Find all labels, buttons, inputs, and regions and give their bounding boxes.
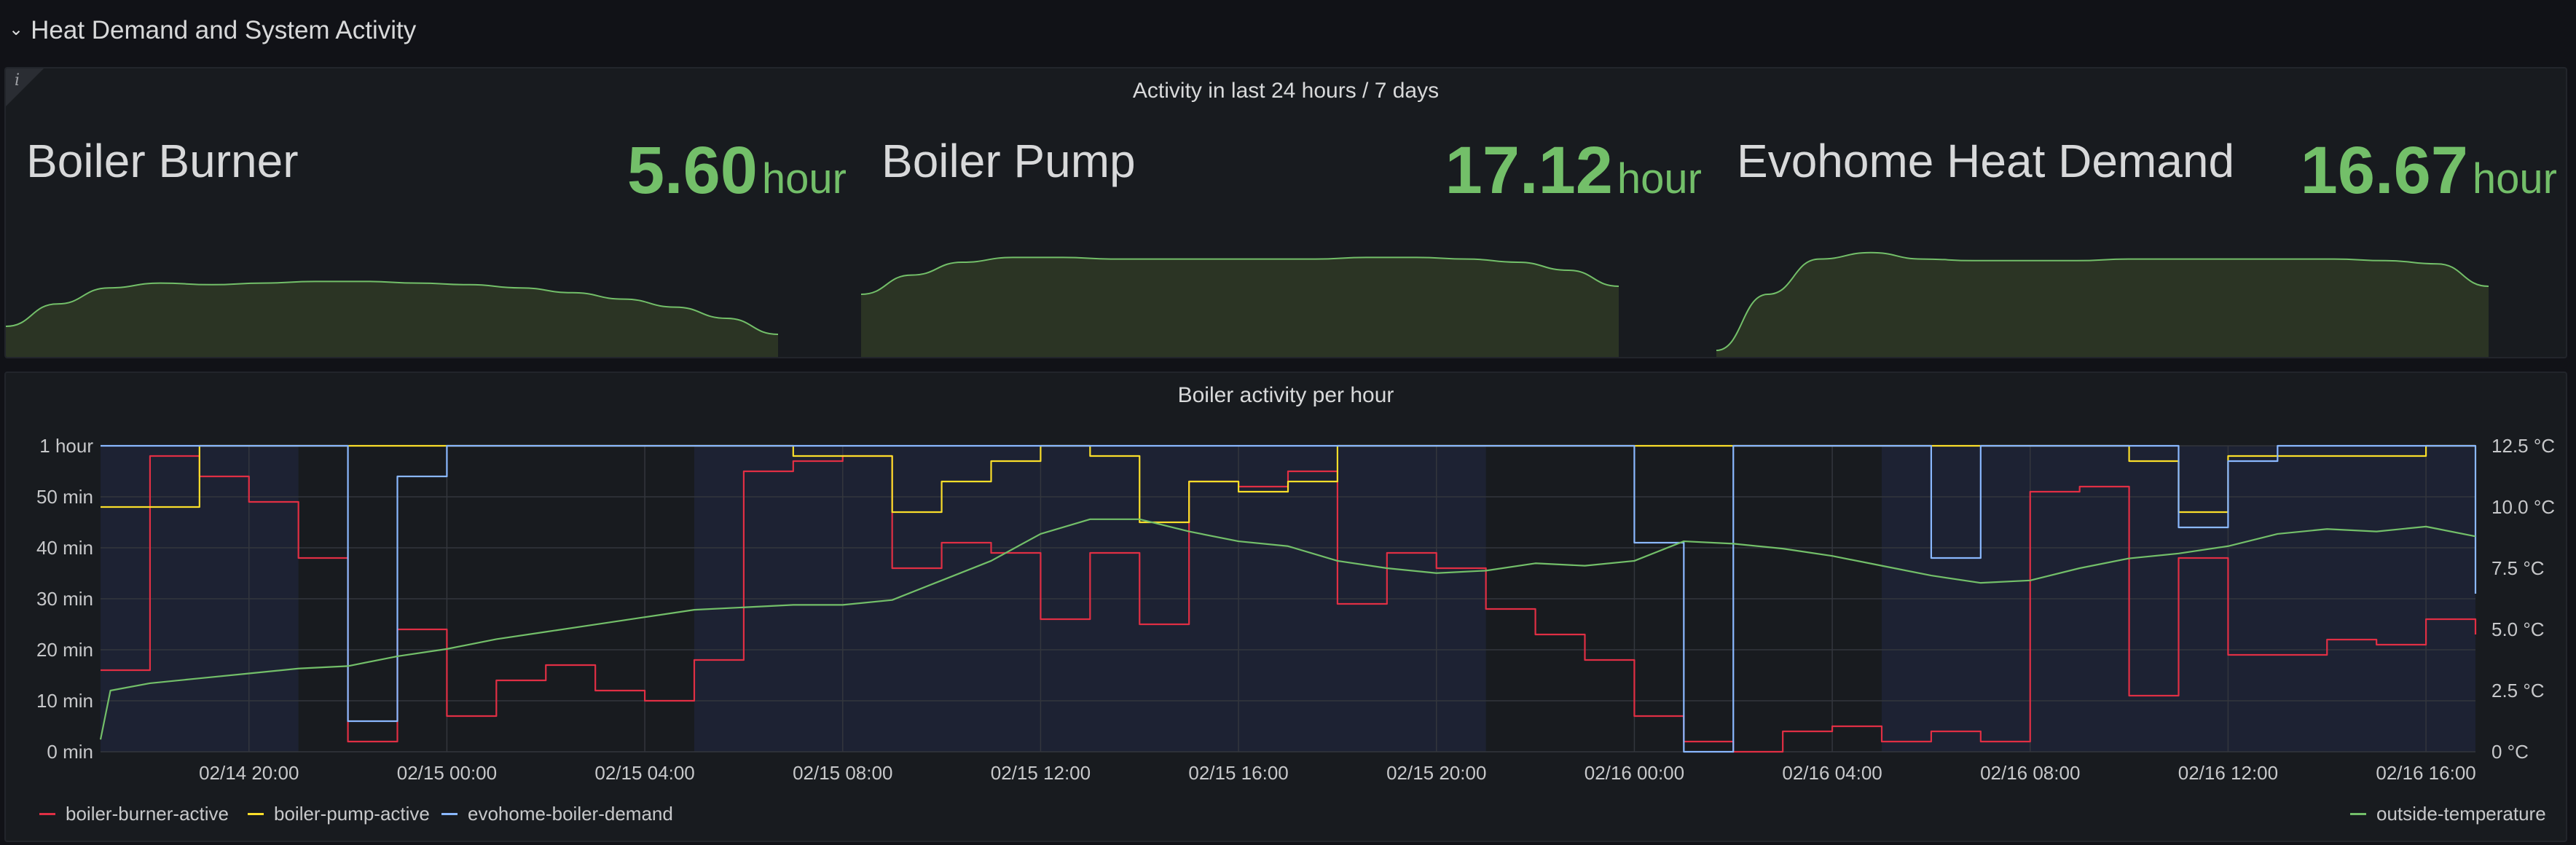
stat-value-box: 16.67 hour: [2301, 133, 2557, 209]
x-tick-label: 02/16 16:00: [2376, 762, 2475, 784]
legend-swatch: [248, 813, 264, 815]
legend-label: evohome-boiler-demand: [468, 803, 673, 825]
y-left-tick-label: 30 min: [36, 588, 93, 610]
sparkline: [6, 280, 778, 357]
stat-unit: hour: [2472, 155, 2557, 203]
stat-boiler-burner: Boiler Burner 5.60 hour: [6, 119, 851, 357]
x-tick-label: 02/15 12:00: [991, 762, 1091, 784]
legend-item-pump[interactable]: boiler-pump-active: [248, 803, 430, 825]
legend-label: outside-temperature: [2376, 803, 2546, 825]
sparkline-area: [1716, 252, 2489, 357]
legend-label: boiler-burner-active: [66, 803, 229, 825]
y-right-tick-label: 12.5 °C: [2491, 435, 2555, 457]
legend-item-outside-temp[interactable]: outside-temperature: [2350, 803, 2546, 825]
y-right-tick-label: 2.5 °C: [2491, 680, 2545, 701]
y-left-tick-label: 1 hour: [39, 435, 93, 457]
sparkline-line: [6, 280, 778, 335]
x-tick-label: 02/15 16:00: [1188, 762, 1288, 784]
stat-evohome-heat-demand: Evohome Heat Demand 16.67 hour: [1716, 119, 2561, 357]
panel-title: Activity in last 24 hours / 7 days: [1132, 79, 1440, 103]
stat-value-box: 5.60 hour: [627, 133, 847, 209]
y-right-tick-label: 10.0 °C: [2491, 496, 2555, 518]
stat-value-box: 17.12 hour: [1445, 133, 1702, 209]
stat-name: Boiler Burner: [26, 135, 299, 187]
x-tick-label: 02/15 04:00: [594, 762, 694, 784]
stat-unit: hour: [1617, 155, 1702, 203]
y-left-tick-label: 10 min: [36, 690, 93, 712]
y-left-tick-label: 40 min: [36, 537, 93, 559]
sparkline-area: [861, 257, 1619, 357]
x-tick-label: 02/16 08:00: [1980, 762, 2080, 784]
legend-swatch: [39, 813, 55, 815]
chart-panel: Boiler activity per hour 0 min 10 min 20 m…: [4, 372, 2567, 842]
y-right-tick-label: 0 °C: [2491, 741, 2529, 763]
sparkline: [1716, 251, 2489, 357]
y-right-tick-label: 5.0 °C: [2491, 618, 2545, 640]
legend-label: boiler-pump-active: [274, 803, 430, 825]
legend-item-evohome[interactable]: evohome-boiler-demand: [441, 803, 673, 825]
stat-unit: hour: [761, 155, 847, 203]
info-corner[interactable]: [6, 68, 44, 106]
x-tick-label: 02/15 08:00: [793, 762, 892, 784]
sparkline-line: [861, 256, 1619, 295]
sparkline: [861, 256, 1619, 357]
stat-boiler-pump: Boiler Pump 17.12 hour: [861, 119, 1706, 357]
series-evohome-boiler-demand: [101, 444, 2477, 753]
stat-value: 17.12: [1445, 133, 1613, 208]
stat-panel: i Activity in last 24 hours / 7 days Boi…: [4, 67, 2567, 358]
sparkline-line: [1716, 251, 2489, 351]
chevron-down-icon[interactable]: ⌄: [9, 19, 24, 39]
x-tick-label: 02/16 12:00: [2178, 762, 2278, 784]
row-title: Heat Demand and System Activity: [31, 16, 417, 44]
series-outside-temperature: [99, 518, 2476, 740]
info-icon[interactable]: i: [15, 71, 20, 90]
y-left-tick-label: 50 min: [36, 486, 93, 508]
stat-name: Evohome Heat Demand: [1737, 135, 2235, 187]
x-tick-label: 02/14 20:00: [199, 762, 299, 784]
row-header[interactable]: ⌄ Heat Demand and System Activity: [9, 10, 416, 51]
x-tick-label: 02/15 00:00: [397, 762, 497, 784]
y-right-tick-label: 7.5 °C: [2491, 557, 2545, 579]
x-tick-label: 02/16 04:00: [1782, 762, 1882, 784]
panel-title: Boiler activity per hour: [1177, 383, 1394, 407]
legend-swatch: [441, 813, 458, 815]
x-tick-label: 02/15 20:00: [1386, 762, 1486, 784]
x-tick-label: 02/16 00:00: [1585, 762, 1684, 784]
stat-name: Boiler Pump: [881, 135, 1136, 187]
legend-swatch: [2350, 813, 2366, 815]
timeseries-chart[interactable]: 0 min 10 min 20 min 30 min 40 min 50 min 1 hou…: [6, 373, 2566, 795]
stat-value: 16.67: [2300, 133, 2468, 208]
sparkline-area: [6, 281, 778, 357]
stat-value: 5.60: [627, 133, 758, 208]
y-left-tick-label: 0 min: [47, 741, 93, 763]
legend-item-burner[interactable]: boiler-burner-active: [39, 803, 229, 825]
y-left-tick-label: 20 min: [36, 639, 93, 661]
